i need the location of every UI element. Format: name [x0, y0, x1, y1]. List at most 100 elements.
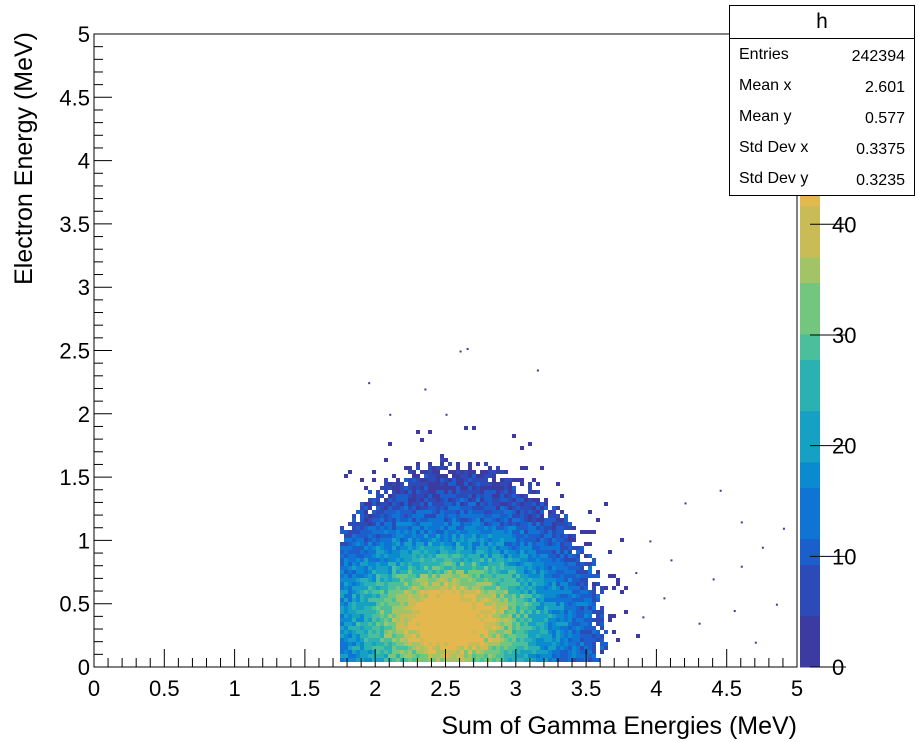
heatmap-cell: [448, 514, 452, 518]
heatmap-cell: [480, 482, 484, 486]
heatmap-cell: [532, 542, 536, 546]
heatmap-cell: [536, 550, 540, 554]
heatmap-cell: [516, 622, 520, 626]
heatmap-cell: [420, 498, 424, 502]
heatmap-cell: [560, 646, 564, 650]
heatmap-cell: [348, 578, 352, 582]
heatmap-cell: [392, 546, 396, 550]
heatmap-cell: [548, 550, 552, 554]
heatmap-cell: [524, 646, 528, 650]
heatmap-cell: [404, 586, 408, 590]
heatmap-cell: [520, 510, 524, 514]
heatmap-cell: [512, 510, 516, 514]
heatmap-cell: [564, 630, 568, 634]
heatmap-cell: [504, 642, 508, 646]
heatmap-cell: [512, 434, 516, 438]
heatmap-cell: [512, 574, 516, 578]
heatmap-cell: [344, 474, 348, 478]
palette-band: [800, 564, 820, 591]
heatmap-cell: [556, 642, 560, 646]
heatmap-cell: [456, 622, 460, 626]
heatmap-cell: [540, 590, 544, 594]
heatmap-cell: [492, 614, 496, 618]
heatmap-cell: [396, 638, 400, 642]
heatmap-cell: [368, 542, 372, 546]
heatmap-cell: [392, 642, 396, 646]
heatmap-cell: [504, 574, 508, 578]
heatmap-cell: [468, 654, 472, 658]
heatmap-cell: [508, 542, 512, 546]
heatmap-cell: [344, 558, 348, 562]
heatmap-cell: [516, 658, 520, 662]
heatmap-cell: [356, 522, 360, 526]
heatmap-cell: [388, 650, 392, 654]
heatmap-cell: [376, 658, 380, 662]
stats-label: Mean y: [739, 108, 792, 125]
heatmap-cell: [560, 562, 564, 566]
heatmap-cell: [572, 526, 576, 530]
heatmap-cell: [516, 562, 520, 566]
heatmap-cell: [452, 642, 456, 646]
heatmap-cell: [580, 622, 584, 626]
heatmap-cell: [500, 502, 504, 506]
heatmap-cell: [568, 646, 572, 650]
heatmap-cell: [456, 530, 460, 534]
heatmap-cell: [464, 638, 468, 642]
heatmap-cell: [488, 490, 492, 494]
heatmap-cell: [416, 542, 420, 546]
heatmap-cell: [384, 558, 388, 562]
heatmap-cell: [368, 590, 372, 594]
heatmap-cell: [496, 618, 500, 622]
heatmap-cell: [436, 498, 440, 502]
heatmap-cell: [508, 626, 512, 630]
heatmap-cell: [372, 642, 376, 646]
heatmap-cell: [564, 646, 568, 650]
y-tick-label: 3: [78, 275, 90, 300]
heatmap-cell: [508, 558, 512, 562]
heatmap-cell: [504, 534, 508, 538]
heatmap-cell: [500, 470, 504, 474]
heatmap-cell: [400, 546, 404, 550]
heatmap-cell: [508, 618, 512, 622]
heatmap-cell: [480, 638, 484, 642]
heatmap-cell: [504, 638, 508, 642]
heatmap-cell: [576, 614, 580, 618]
heatmap-cell: [424, 614, 428, 618]
heatmap-cell: [424, 646, 428, 650]
heatmap-cell: [564, 634, 568, 638]
heatmap-cell: [340, 542, 344, 546]
heatmap-cell: [564, 558, 568, 562]
heatmap-cell: [508, 650, 512, 654]
heatmap-cell: [532, 578, 536, 582]
heatmap-cell: [556, 646, 560, 650]
heatmap-cell: [588, 642, 592, 646]
heatmap-cell: [432, 526, 436, 530]
heatmap-cell: [352, 638, 356, 642]
palette-band: [800, 615, 820, 642]
heatmap-cell: [420, 438, 424, 442]
heatmap-cell: [524, 550, 528, 554]
heatmap-cell: [452, 490, 456, 494]
heatmap-cell: [368, 622, 372, 626]
heatmap-cell: [584, 630, 588, 634]
heatmap-cell: [444, 478, 448, 482]
heatmap-cell: [536, 502, 540, 506]
heatmap-cell: [436, 634, 440, 638]
heatmap-cell: [364, 558, 368, 562]
heatmap-cell: [564, 578, 568, 582]
heatmap-cell: [464, 494, 468, 498]
heatmap-cell: [540, 614, 544, 618]
heatmap-cell: [360, 534, 364, 538]
heatmap-cell: [472, 478, 476, 482]
heatmap-cell: [340, 562, 344, 566]
heatmap-cell: [376, 622, 380, 626]
heatmap-cell: [452, 538, 456, 542]
heatmap-cell: [596, 630, 600, 634]
heatmap-cell: [540, 594, 544, 598]
heatmap-cell: [580, 638, 584, 642]
heatmap-cell: [544, 546, 548, 550]
heatmap-cell: [580, 610, 584, 614]
heatmap-cell: [512, 650, 516, 654]
heatmap-cell: [364, 590, 368, 594]
